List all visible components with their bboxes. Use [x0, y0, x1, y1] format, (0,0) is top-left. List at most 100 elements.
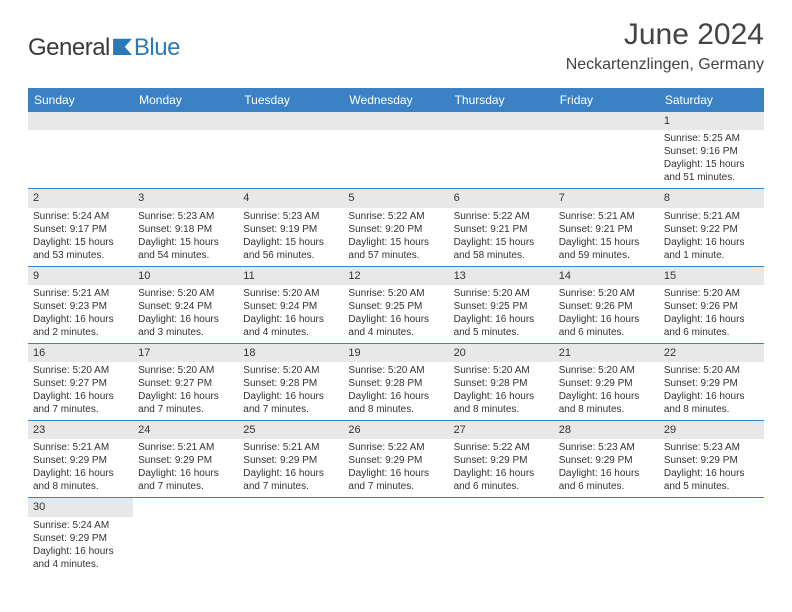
daylight-line: Daylight: 16 hours and 2 minutes.	[33, 313, 128, 339]
daylight-line: Daylight: 16 hours and 1 minute.	[664, 236, 759, 262]
sunset-line: Sunset: 9:19 PM	[243, 223, 338, 236]
empty-daynum	[238, 112, 343, 130]
sunrise-line: Sunrise: 5:20 AM	[243, 364, 338, 377]
day-number: 6	[449, 189, 554, 207]
calendar-row: 30Sunrise: 5:24 AMSunset: 9:29 PMDayligh…	[28, 498, 764, 575]
sunrise-line: Sunrise: 5:22 AM	[348, 441, 443, 454]
logo-text-blue: Blue	[134, 34, 180, 62]
calendar-cell: 17Sunrise: 5:20 AMSunset: 9:27 PMDayligh…	[133, 343, 238, 420]
sunrise-line: Sunrise: 5:21 AM	[664, 210, 759, 223]
daylight-line: Daylight: 16 hours and 6 minutes.	[559, 313, 654, 339]
calendar-cell	[343, 112, 448, 189]
day-number: 27	[449, 421, 554, 439]
daylight-line: Daylight: 16 hours and 5 minutes.	[664, 467, 759, 493]
calendar-cell	[133, 112, 238, 189]
daylight-line: Daylight: 16 hours and 6 minutes.	[559, 467, 654, 493]
weekday-header: Friday	[554, 88, 659, 112]
calendar-cell	[238, 498, 343, 575]
day-number: 10	[133, 267, 238, 285]
daylight-line: Daylight: 16 hours and 4 minutes.	[348, 313, 443, 339]
calendar-row: 2Sunrise: 5:24 AMSunset: 9:17 PMDaylight…	[28, 189, 764, 266]
day-number: 24	[133, 421, 238, 439]
calendar-cell: 5Sunrise: 5:22 AMSunset: 9:20 PMDaylight…	[343, 189, 448, 266]
day-number: 21	[554, 344, 659, 362]
sunset-line: Sunset: 9:24 PM	[138, 300, 233, 313]
sunrise-line: Sunrise: 5:20 AM	[33, 364, 128, 377]
calendar-cell: 22Sunrise: 5:20 AMSunset: 9:29 PMDayligh…	[659, 343, 764, 420]
sunrise-line: Sunrise: 5:20 AM	[454, 287, 549, 300]
sunrise-line: Sunrise: 5:22 AM	[454, 210, 549, 223]
calendar-header-row: SundayMondayTuesdayWednesdayThursdayFrid…	[28, 88, 764, 112]
calendar-cell: 2Sunrise: 5:24 AMSunset: 9:17 PMDaylight…	[28, 189, 133, 266]
sunrise-line: Sunrise: 5:21 AM	[138, 441, 233, 454]
sunset-line: Sunset: 9:29 PM	[559, 454, 654, 467]
sunrise-line: Sunrise: 5:24 AM	[33, 519, 128, 532]
calendar-cell: 25Sunrise: 5:21 AMSunset: 9:29 PMDayligh…	[238, 421, 343, 498]
daylight-line: Daylight: 16 hours and 7 minutes.	[33, 390, 128, 416]
calendar-cell	[28, 112, 133, 189]
sunset-line: Sunset: 9:17 PM	[33, 223, 128, 236]
day-number: 1	[659, 112, 764, 130]
empty-daynum	[343, 112, 448, 130]
daylight-line: Daylight: 16 hours and 8 minutes.	[33, 467, 128, 493]
title-block: June 2024 Neckartenzlingen, Germany	[566, 18, 764, 74]
sunset-line: Sunset: 9:21 PM	[559, 223, 654, 236]
calendar-cell: 29Sunrise: 5:23 AMSunset: 9:29 PMDayligh…	[659, 421, 764, 498]
day-number: 14	[554, 267, 659, 285]
day-number: 17	[133, 344, 238, 362]
sunrise-line: Sunrise: 5:20 AM	[243, 287, 338, 300]
daylight-line: Daylight: 16 hours and 3 minutes.	[138, 313, 233, 339]
calendar-cell: 1Sunrise: 5:25 AMSunset: 9:16 PMDaylight…	[659, 112, 764, 189]
calendar-cell	[449, 498, 554, 575]
weekday-header: Thursday	[449, 88, 554, 112]
sunset-line: Sunset: 9:29 PM	[243, 454, 338, 467]
sunset-line: Sunset: 9:29 PM	[348, 454, 443, 467]
sunset-line: Sunset: 9:25 PM	[348, 300, 443, 313]
sunrise-line: Sunrise: 5:21 AM	[33, 287, 128, 300]
calendar-table: SundayMondayTuesdayWednesdayThursdayFrid…	[28, 88, 764, 575]
calendar-cell	[133, 498, 238, 575]
daylight-line: Daylight: 16 hours and 7 minutes.	[243, 467, 338, 493]
calendar-cell: 21Sunrise: 5:20 AMSunset: 9:29 PMDayligh…	[554, 343, 659, 420]
calendar-cell: 24Sunrise: 5:21 AMSunset: 9:29 PMDayligh…	[133, 421, 238, 498]
day-number: 20	[449, 344, 554, 362]
calendar-row: 1Sunrise: 5:25 AMSunset: 9:16 PMDaylight…	[28, 112, 764, 189]
day-number: 28	[554, 421, 659, 439]
sunset-line: Sunset: 9:29 PM	[664, 377, 759, 390]
sunset-line: Sunset: 9:28 PM	[348, 377, 443, 390]
calendar-cell	[554, 498, 659, 575]
daylight-line: Daylight: 15 hours and 51 minutes.	[664, 158, 759, 184]
daylight-line: Daylight: 16 hours and 8 minutes.	[559, 390, 654, 416]
sunset-line: Sunset: 9:27 PM	[138, 377, 233, 390]
day-number: 11	[238, 267, 343, 285]
sunrise-line: Sunrise: 5:21 AM	[33, 441, 128, 454]
calendar-cell: 4Sunrise: 5:23 AMSunset: 9:19 PMDaylight…	[238, 189, 343, 266]
empty-daynum	[449, 112, 554, 130]
daylight-line: Daylight: 16 hours and 6 minutes.	[664, 313, 759, 339]
page-header: General Blue June 2024 Neckartenzlingen,…	[0, 0, 792, 82]
sunrise-line: Sunrise: 5:22 AM	[348, 210, 443, 223]
daylight-line: Daylight: 15 hours and 56 minutes.	[243, 236, 338, 262]
sunset-line: Sunset: 9:27 PM	[33, 377, 128, 390]
day-number: 18	[238, 344, 343, 362]
daylight-line: Daylight: 16 hours and 5 minutes.	[454, 313, 549, 339]
daylight-line: Daylight: 16 hours and 7 minutes.	[348, 467, 443, 493]
daylight-line: Daylight: 16 hours and 8 minutes.	[664, 390, 759, 416]
sunrise-line: Sunrise: 5:20 AM	[348, 364, 443, 377]
calendar-cell: 12Sunrise: 5:20 AMSunset: 9:25 PMDayligh…	[343, 266, 448, 343]
day-number: 22	[659, 344, 764, 362]
daylight-line: Daylight: 15 hours and 57 minutes.	[348, 236, 443, 262]
day-number: 2	[28, 189, 133, 207]
sunset-line: Sunset: 9:20 PM	[348, 223, 443, 236]
day-number: 25	[238, 421, 343, 439]
calendar-cell: 20Sunrise: 5:20 AMSunset: 9:28 PMDayligh…	[449, 343, 554, 420]
daylight-line: Daylight: 16 hours and 7 minutes.	[243, 390, 338, 416]
daylight-line: Daylight: 16 hours and 8 minutes.	[454, 390, 549, 416]
calendar-cell: 28Sunrise: 5:23 AMSunset: 9:29 PMDayligh…	[554, 421, 659, 498]
calendar-cell: 14Sunrise: 5:20 AMSunset: 9:26 PMDayligh…	[554, 266, 659, 343]
daylight-line: Daylight: 15 hours and 53 minutes.	[33, 236, 128, 262]
brand-logo: General Blue	[28, 34, 180, 62]
calendar-cell: 30Sunrise: 5:24 AMSunset: 9:29 PMDayligh…	[28, 498, 133, 575]
sunset-line: Sunset: 9:22 PM	[664, 223, 759, 236]
sunrise-line: Sunrise: 5:20 AM	[138, 364, 233, 377]
